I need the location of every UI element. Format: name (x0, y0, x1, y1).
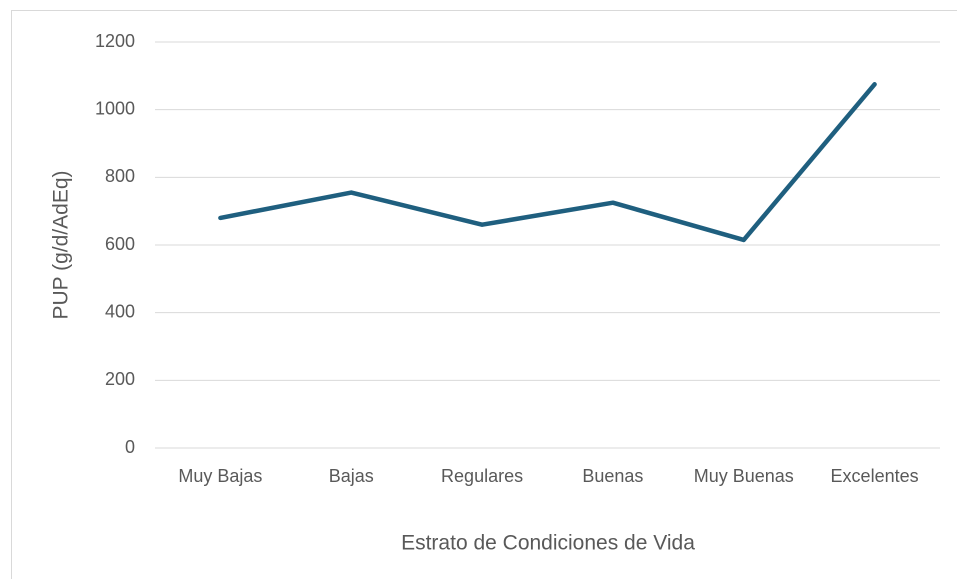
y-tick-label: 400 (105, 301, 135, 321)
x-tick-label: Muy Buenas (693, 466, 794, 486)
y-tick-label: 0 (125, 437, 135, 457)
x-tick-label: Buenas (582, 466, 644, 486)
y-axis-title: PUP (g/d/AdEq) (50, 170, 73, 319)
data-line (218, 82, 877, 243)
x-tick-label: Muy Bajas (178, 466, 263, 486)
x-axis-title: Estrato de Condiciones de Vida (401, 532, 695, 555)
chart-border (11, 10, 957, 579)
y-tick-label: 1000 (95, 98, 135, 118)
x-tick-label: Excelentes (830, 466, 919, 486)
y-tick-label: 1200 (95, 31, 135, 51)
y-tick-label: 200 (105, 369, 135, 389)
x-tick-label: Regulares (441, 466, 524, 486)
x-tick-label: Bajas (328, 466, 374, 486)
y-tick-label: 800 (105, 166, 135, 186)
y-tick-label: 600 (105, 234, 135, 254)
